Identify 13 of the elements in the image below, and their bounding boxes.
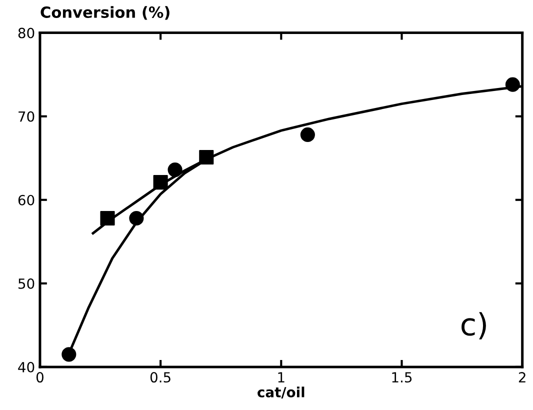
y-tick-label: 70	[18, 111, 34, 122]
y-tick-label: 80	[18, 28, 34, 38]
x-axis-title: cat/oil	[258, 386, 304, 398]
annotation: c)	[462, 312, 486, 340]
x-tick-label: 0	[36, 372, 44, 383]
y-tick-label: 60	[18, 194, 34, 206]
y-tick-label: 40	[18, 362, 34, 372]
x-tick-label: 1	[278, 372, 284, 382]
y-tick-label: 50	[18, 278, 34, 289]
y-axis-title: Conversion (%)	[40, 6, 170, 20]
x-tick-label: 2	[518, 372, 526, 382]
x-tick-label: 0.5	[150, 372, 170, 383]
x-tick-label: 1.5	[392, 372, 412, 383]
